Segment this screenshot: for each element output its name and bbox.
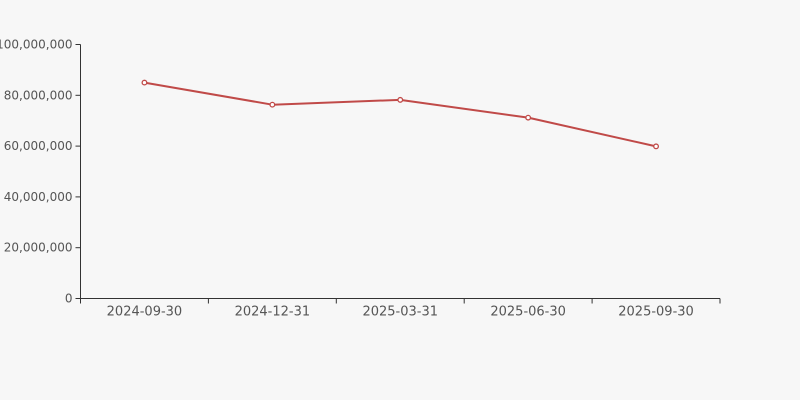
series-line — [143, 81, 658, 148]
x-axis-tick-label: 2025-06-30 — [490, 305, 566, 320]
data-point-marker[interactable] — [525, 114, 532, 121]
y-axis-tick-label: 20,000,000 — [4, 241, 73, 255]
x-axis-tick-label: 2024-12-31 — [235, 305, 311, 320]
y-axis-tick-label: 40,000,000 — [4, 190, 73, 204]
data-point-marker[interactable] — [269, 101, 276, 108]
x-axis-tick-label: 2024-09-30 — [107, 305, 183, 320]
data-point-marker[interactable] — [653, 143, 659, 150]
y-axis-tick-label: 0 — [65, 292, 73, 306]
data-point-marker[interactable] — [397, 96, 404, 103]
data-point-marker[interactable] — [141, 79, 148, 86]
y-axis-tick-label: 60,000,000 — [4, 139, 73, 153]
y-axis-tick-label: 100,000,000 — [0, 38, 73, 52]
x-axis-tick-label: 2025-09-30 — [618, 305, 694, 320]
y-axis-tick-label: 80,000,000 — [4, 88, 73, 102]
x-axis-tick-label: 2025-03-31 — [362, 305, 438, 320]
